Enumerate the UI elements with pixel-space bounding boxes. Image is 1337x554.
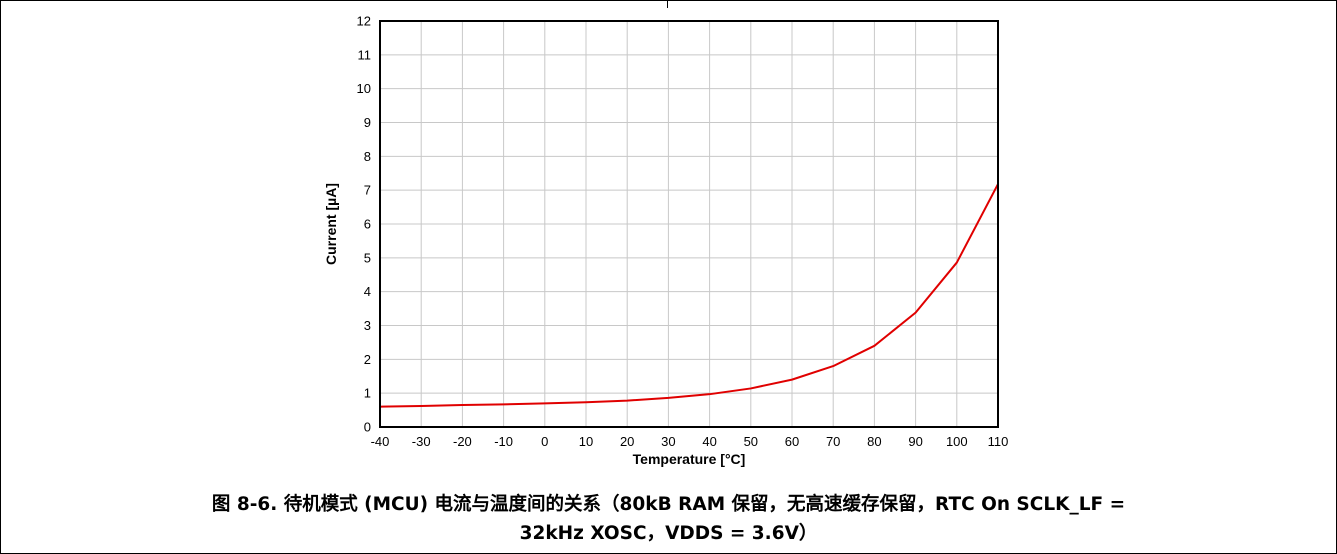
caption-line-2: 32kHz XOSC，VDDS = 3.6V） (519, 523, 818, 544)
x-tick-label: 20 (620, 434, 634, 449)
y-tick-label: 1 (364, 386, 371, 401)
x-tick-label: 60 (785, 434, 799, 449)
series-group (379, 183, 999, 408)
plot-border (379, 20, 999, 428)
x-tick-label: 50 (744, 434, 758, 449)
x-tick-label: -40 (371, 434, 390, 449)
x-tick-label: 10 (579, 434, 593, 449)
y-tick-label: 5 (364, 250, 371, 265)
y-tick-label: 3 (364, 318, 371, 333)
x-tick-label: 70 (826, 434, 840, 449)
y-tick-label: 11 (358, 47, 372, 62)
x-tick-label: 80 (867, 434, 881, 449)
top-divider (667, 0, 668, 8)
x-tick-label: -20 (453, 434, 472, 449)
figure-caption: 图 8-6. 待机模式 (MCU) 电流与温度间的关系（80kB RAM 保留，… (0, 490, 1337, 548)
x-tick-label: 100 (946, 434, 968, 449)
grid-lines (379, 20, 999, 428)
y-tick-label: 4 (364, 284, 371, 299)
y-tick-label: 0 (364, 420, 371, 435)
x-tick-label: -30 (412, 434, 431, 449)
y-tick-label: 12 (357, 14, 371, 29)
x-tick-label: 40 (702, 434, 716, 449)
y-tick-label: 7 (364, 183, 371, 198)
y-tick-label: 10 (357, 81, 371, 96)
caption-line-1: 图 8-6. 待机模式 (MCU) 电流与温度间的关系（80kB RAM 保留，… (211, 494, 1126, 515)
x-tick-label: 110 (988, 434, 1009, 449)
x-tick-labels: -40 -30 -20 -10 0 10 20 30 40 50 60 70 80 90 100 110 (371, 434, 1009, 449)
x-tick-label: 90 (908, 434, 922, 449)
series-line (379, 183, 999, 408)
x-tick-label: 30 (661, 434, 675, 449)
y-axis-title: Current [µA] (323, 183, 339, 265)
y-tick-label: 6 (364, 217, 371, 232)
x-axis-title: Temperature [°C] (633, 451, 746, 467)
x-tick-label: 0 (541, 434, 548, 449)
x-tick-label: -10 (494, 434, 513, 449)
y-tick-label: 8 (364, 149, 371, 164)
y-tick-label: 9 (364, 115, 371, 130)
y-tick-label: 2 (364, 352, 371, 367)
